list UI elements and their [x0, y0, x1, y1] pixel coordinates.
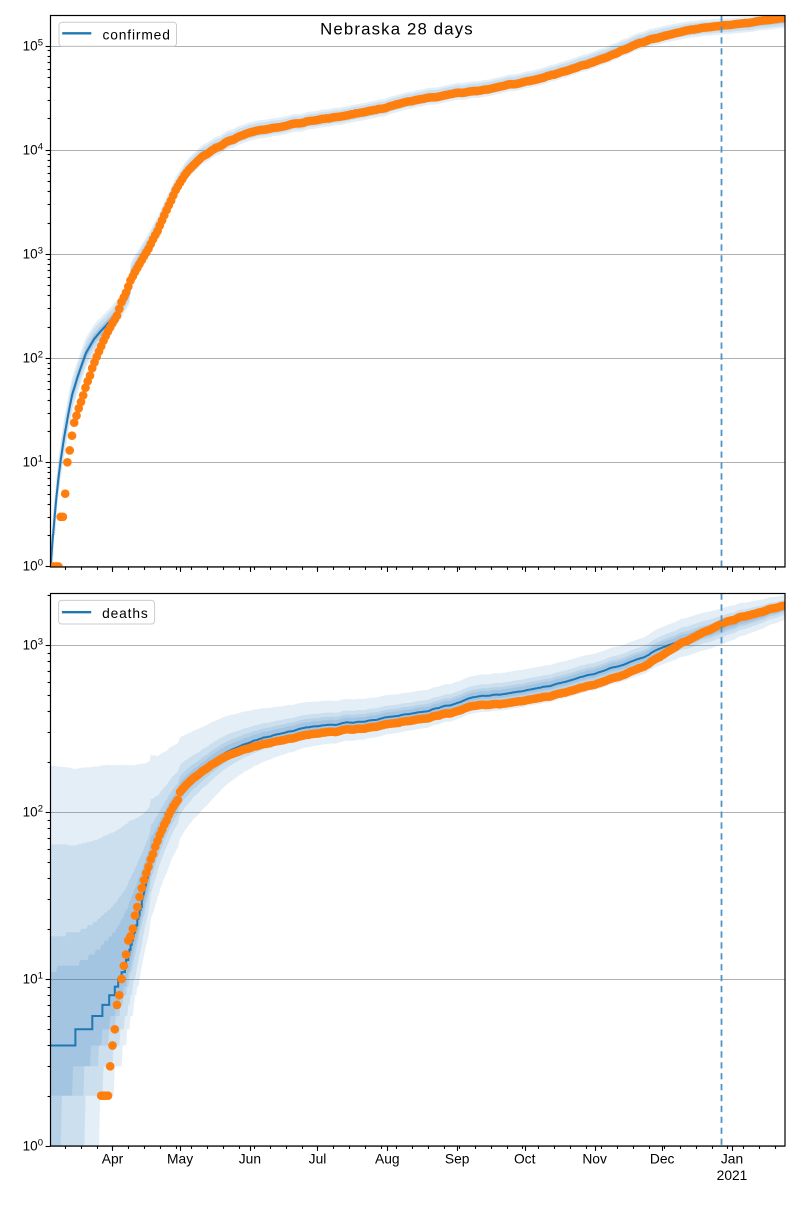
svg-text:deaths: deaths [102, 606, 149, 621]
svg-text:May: May [167, 1152, 193, 1167]
svg-text:Nebraska 28 days: Nebraska 28 days [320, 20, 474, 39]
svg-text:Jan: Jan [721, 1152, 743, 1167]
svg-text:Dec: Dec [650, 1152, 675, 1167]
svg-text:Apr: Apr [102, 1152, 124, 1167]
svg-text:Jul: Jul [309, 1152, 327, 1167]
svg-text:Aug: Aug [375, 1152, 400, 1167]
svg-text:Nov: Nov [582, 1152, 607, 1167]
svg-text:Oct: Oct [514, 1152, 536, 1167]
svg-text:2021: 2021 [717, 1168, 748, 1183]
svg-text:Sep: Sep [445, 1152, 470, 1167]
svg-text:confirmed: confirmed [103, 27, 171, 42]
svg-text:Jun: Jun [239, 1152, 261, 1167]
